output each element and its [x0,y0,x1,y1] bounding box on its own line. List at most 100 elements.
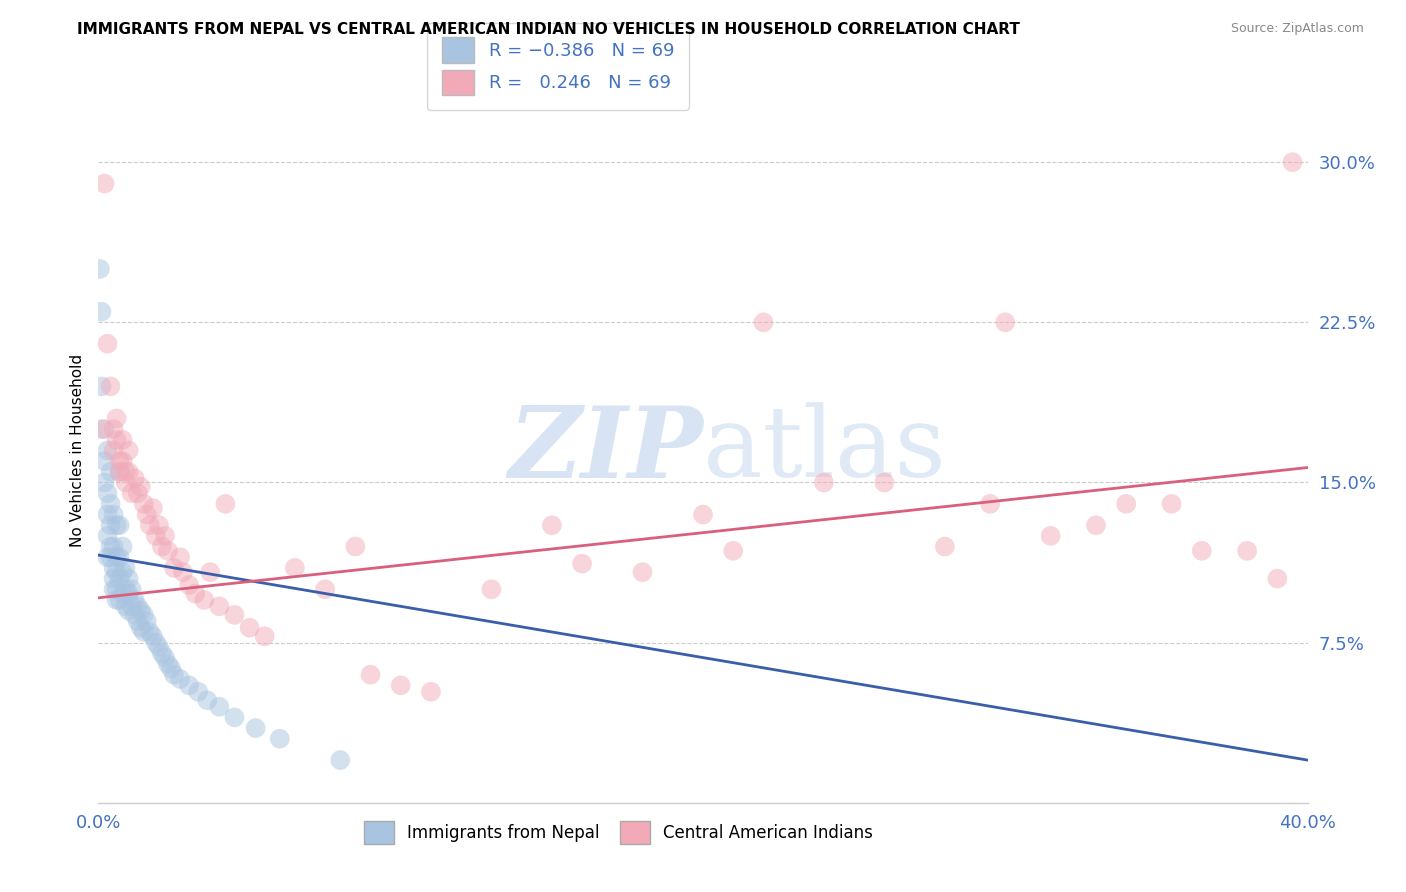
Point [344,540,367,554]
Point [169,672,191,686]
Point [127,486,149,500]
Point [93,454,115,468]
Point [934,540,956,554]
Point [96,529,118,543]
Point [121,486,143,500]
Point [148,518,170,533]
Point [108,465,131,479]
Point [103,561,125,575]
Point [105,565,128,579]
Point [111,586,134,600]
Point [208,599,231,614]
Point [111,565,134,579]
Point [103,443,125,458]
Point [114,561,136,575]
Point [142,629,165,643]
Point [114,599,136,614]
Point [1085,518,1108,533]
Y-axis label: No Vehicles in Household: No Vehicles in Household [69,354,84,547]
Point [93,177,115,191]
Point [129,621,152,635]
Point [90,304,112,318]
Point [1236,544,1258,558]
Point [200,565,222,579]
Point [156,544,179,558]
Point [121,582,143,597]
Point [1160,497,1182,511]
Point [752,315,775,329]
Point [139,518,162,533]
Point [481,582,503,597]
Point [179,678,201,692]
Point [100,518,122,533]
Point [124,471,146,485]
Point [153,650,176,665]
Point [214,497,236,511]
Point [172,565,194,579]
Point [224,710,246,724]
Point [100,465,122,479]
Point [105,518,128,533]
Point [239,621,262,635]
Point [105,550,128,565]
Point [193,593,215,607]
Point [253,629,276,643]
Point [631,565,654,579]
Point [118,443,141,458]
Point [121,599,143,614]
Point [813,475,835,490]
Point [108,572,131,586]
Point [127,599,149,614]
Text: atlas: atlas [703,402,946,499]
Point [540,518,562,533]
Point [195,693,218,707]
Point [420,685,443,699]
Point [163,667,186,681]
Point [111,433,134,447]
Point [96,486,118,500]
Point [103,572,125,586]
Point [389,678,412,692]
Point [873,475,896,490]
Text: ZIP: ZIP [508,402,703,499]
Point [114,465,136,479]
Point [108,593,131,607]
Point [105,411,128,425]
Point [269,731,291,746]
Point [108,454,131,468]
Point [145,529,167,543]
Legend: Immigrants from Nepal, Central American Indians: Immigrants from Nepal, Central American … [357,814,880,851]
Point [108,518,131,533]
Point [118,586,141,600]
Point [124,593,146,607]
Point [169,550,191,565]
Point [103,582,125,597]
Point [132,497,155,511]
Point [208,699,231,714]
Point [118,465,141,479]
Point [90,379,112,393]
Point [111,540,134,554]
Point [108,465,131,479]
Point [187,685,209,699]
Point [132,607,155,622]
Point [179,578,201,592]
Point [129,480,152,494]
Point [108,550,131,565]
Point [153,529,176,543]
Point [100,497,122,511]
Point [103,508,125,522]
Point [118,604,141,618]
Point [100,379,122,393]
Point [245,721,267,735]
Point [145,635,167,649]
Point [129,604,152,618]
Point [93,422,115,436]
Point [111,454,134,468]
Point [314,582,336,597]
Point [160,661,183,675]
Point [148,640,170,654]
Point [114,475,136,490]
Point [1267,572,1289,586]
Point [132,624,155,639]
